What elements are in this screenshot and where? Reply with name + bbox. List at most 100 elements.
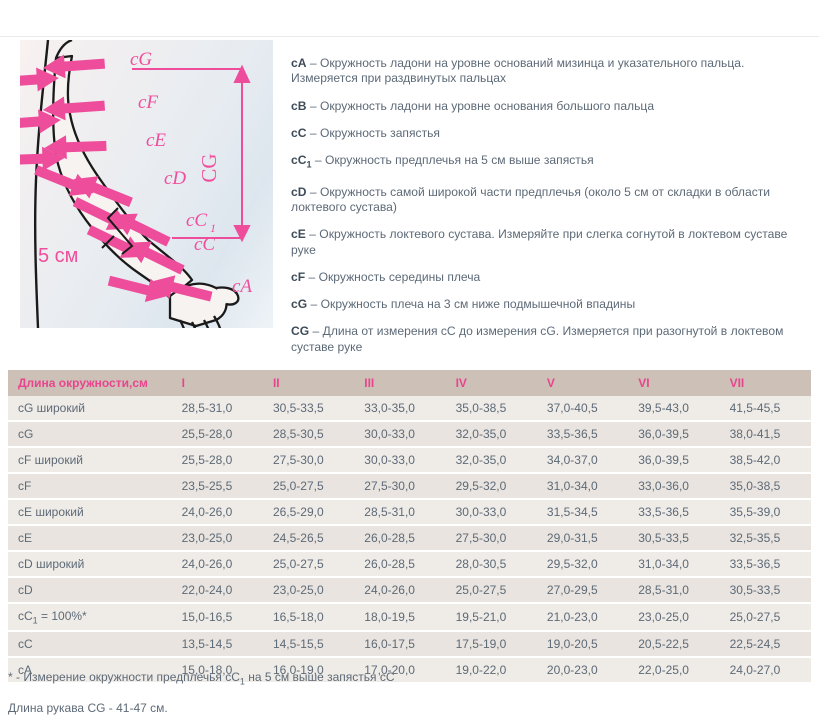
row-value: 26,0-28,5 xyxy=(354,551,446,578)
description-code: cA xyxy=(291,56,307,71)
row-value: 24,0-26,0 xyxy=(171,551,263,578)
description-item: cE – Окружность локтевого сустава. Измер… xyxy=(291,227,806,257)
row-value: 26,5-29,0 xyxy=(262,499,355,526)
row-value: 24,0-27,0 xyxy=(719,657,811,685)
row-value: 30,0-33,0 xyxy=(445,499,537,526)
table-header-row: Длина окружности,см I II III IV V VI VII xyxy=(8,370,811,396)
row-value: 36,0-39,5 xyxy=(628,421,720,448)
table-row: cF широкий 25,5-28,0 27,5-30,0 30,0-33,0… xyxy=(8,447,811,474)
row-label: cG широкий xyxy=(8,396,172,422)
row-value: 32,0-35,0 xyxy=(445,447,537,474)
row-value: 17,5-19,0 xyxy=(445,631,537,659)
table-row: cC 13,5-14,5 14,5-15,5 16,0-17,5 17,5-19… xyxy=(8,631,811,659)
description-dash: – xyxy=(308,269,316,284)
row-value: 20,5-22,5 xyxy=(628,631,720,659)
row-value: 22,0-24,0 xyxy=(171,577,263,604)
row-value: 32,0-35,0 xyxy=(445,421,537,448)
row-label-code: cC xyxy=(18,609,33,623)
row-value: 24,0-26,0 xyxy=(171,499,263,526)
row-value: 31,0-34,0 xyxy=(628,551,720,578)
row-label: cE xyxy=(8,525,172,552)
row-value: 20,0-23,0 xyxy=(536,657,629,685)
row-value: 33,5-36,5 xyxy=(536,421,629,448)
row-value: 17,0-20,0 xyxy=(354,657,446,685)
description-item: cA – Окружность ладони на уровне основан… xyxy=(291,56,806,86)
row-value: 13,5-14,5 xyxy=(171,631,263,659)
row-label: cG xyxy=(8,421,172,448)
footnote-asterisk: * - Измерение окружности предплечья cC1 … xyxy=(8,670,708,689)
diagram-label-cF: cF xyxy=(138,92,158,113)
description-item: cC – Окружность запястья xyxy=(291,126,806,141)
column-header-II: II xyxy=(262,370,355,396)
description-dash: – xyxy=(309,184,317,199)
description-item: cF – Окружность середины плеча xyxy=(291,270,806,285)
top-divider xyxy=(0,36,819,37)
diagram-label-cA: cA xyxy=(232,276,252,297)
diagram-label-cD: cD xyxy=(164,168,186,189)
row-value: 38,5-42,0 xyxy=(719,447,811,474)
row-value: 29,5-32,0 xyxy=(445,473,537,500)
arm-measurement-diagram: cG cF cE cD cC 1 cC cA CG 5 см xyxy=(20,40,273,328)
description-dash: – xyxy=(309,56,317,71)
diagram-label-5cm: 5 см xyxy=(38,245,78,267)
description-item: cG – Окружность плеча на 3 см ниже подмы… xyxy=(291,297,806,312)
description-code: cB xyxy=(291,98,307,113)
diagram-label-cC1: cC xyxy=(186,210,207,231)
row-label: cA xyxy=(8,657,172,685)
row-value: 30,5-33,5 xyxy=(262,396,355,422)
row-value: 25,5-28,0 xyxy=(171,447,263,474)
row-value: 27,5-30,0 xyxy=(445,525,537,552)
table-row: cC1 = 100%* 15,0-16,5 16,5-18,0 18,0-19,… xyxy=(8,603,811,633)
row-value: 33,0-35,0 xyxy=(354,396,446,422)
footnote-prefix: Длина рукава CG - 41-47 см. xyxy=(8,701,168,716)
table-row: cD широкий 24,0-26,0 25,0-27,5 26,0-28,5… xyxy=(8,551,811,578)
description-code: cE xyxy=(291,227,306,242)
row-value: 30,5-33,5 xyxy=(719,577,811,604)
row-value: 28,5-30,5 xyxy=(262,421,355,448)
row-value: 15,0-18,0 xyxy=(171,657,263,685)
row-value: 29,0-31,5 xyxy=(536,525,629,552)
description-dash: – xyxy=(312,324,320,339)
description-text: Длина от измерения cC до измерения cG. И… xyxy=(291,324,784,354)
description-text: Окружность плеча на 3 см ниже подмышечно… xyxy=(320,297,636,312)
description-code: cC xyxy=(291,153,307,168)
row-value: 28,5-31,0 xyxy=(628,577,720,604)
row-value: 30,0-33,0 xyxy=(354,447,446,474)
row-value: 16,5-18,0 xyxy=(262,603,355,633)
description-text: Окружность локтевого сустава. Измеряйте … xyxy=(291,227,788,257)
diagram-label-cC: cC xyxy=(194,234,215,255)
description-code: cC xyxy=(291,125,307,140)
description-code: CG xyxy=(291,324,310,339)
row-label: cC xyxy=(8,631,172,659)
row-value: 28,5-31,0 xyxy=(354,499,446,526)
row-value: 16,0-19,0 xyxy=(262,657,355,685)
row-value: 33,5-36,5 xyxy=(628,499,720,526)
description-item: cB – Окружность ладони на уровне основан… xyxy=(291,99,806,114)
row-value: 31,5-34,5 xyxy=(536,499,629,526)
description-text: Окружность середины плеча xyxy=(318,269,481,284)
column-header-IV: IV xyxy=(445,370,537,396)
column-header-VII: VII xyxy=(719,370,811,396)
row-value: 33,0-36,0 xyxy=(628,473,720,500)
row-value: 30,0-33,0 xyxy=(354,421,446,448)
column-header-I: I xyxy=(171,370,263,396)
row-value: 35,0-38,5 xyxy=(719,473,811,500)
row-label: cF широкий xyxy=(8,447,172,474)
diagram-label-cE: cE xyxy=(146,130,166,151)
footnote-sleeve-length: Длина рукава CG - 41-47 см. xyxy=(8,701,708,716)
row-value: 32,5-35,5 xyxy=(719,525,811,552)
row-value: 14,5-15,5 xyxy=(262,631,355,659)
column-header-VI: VI xyxy=(628,370,720,396)
description-text: Окружность ладони на уровне оснований ми… xyxy=(291,56,745,86)
row-value: 15,0-16,5 xyxy=(171,603,263,633)
row-value: 26,0-28,5 xyxy=(354,525,446,552)
measurements-table: Длина окружности,см I II III IV V VI VII… xyxy=(8,370,811,685)
row-value: 38,0-41,5 xyxy=(719,421,811,448)
row-value: 24,5-26,5 xyxy=(262,525,355,552)
description-code: cG xyxy=(291,297,308,312)
row-value: 25,0-27,5 xyxy=(262,551,355,578)
row-value: 25,0-27,5 xyxy=(262,473,355,500)
row-label: cC1 = 100%* xyxy=(8,603,172,633)
diagram-label-cC1-sub: 1 xyxy=(210,221,216,235)
